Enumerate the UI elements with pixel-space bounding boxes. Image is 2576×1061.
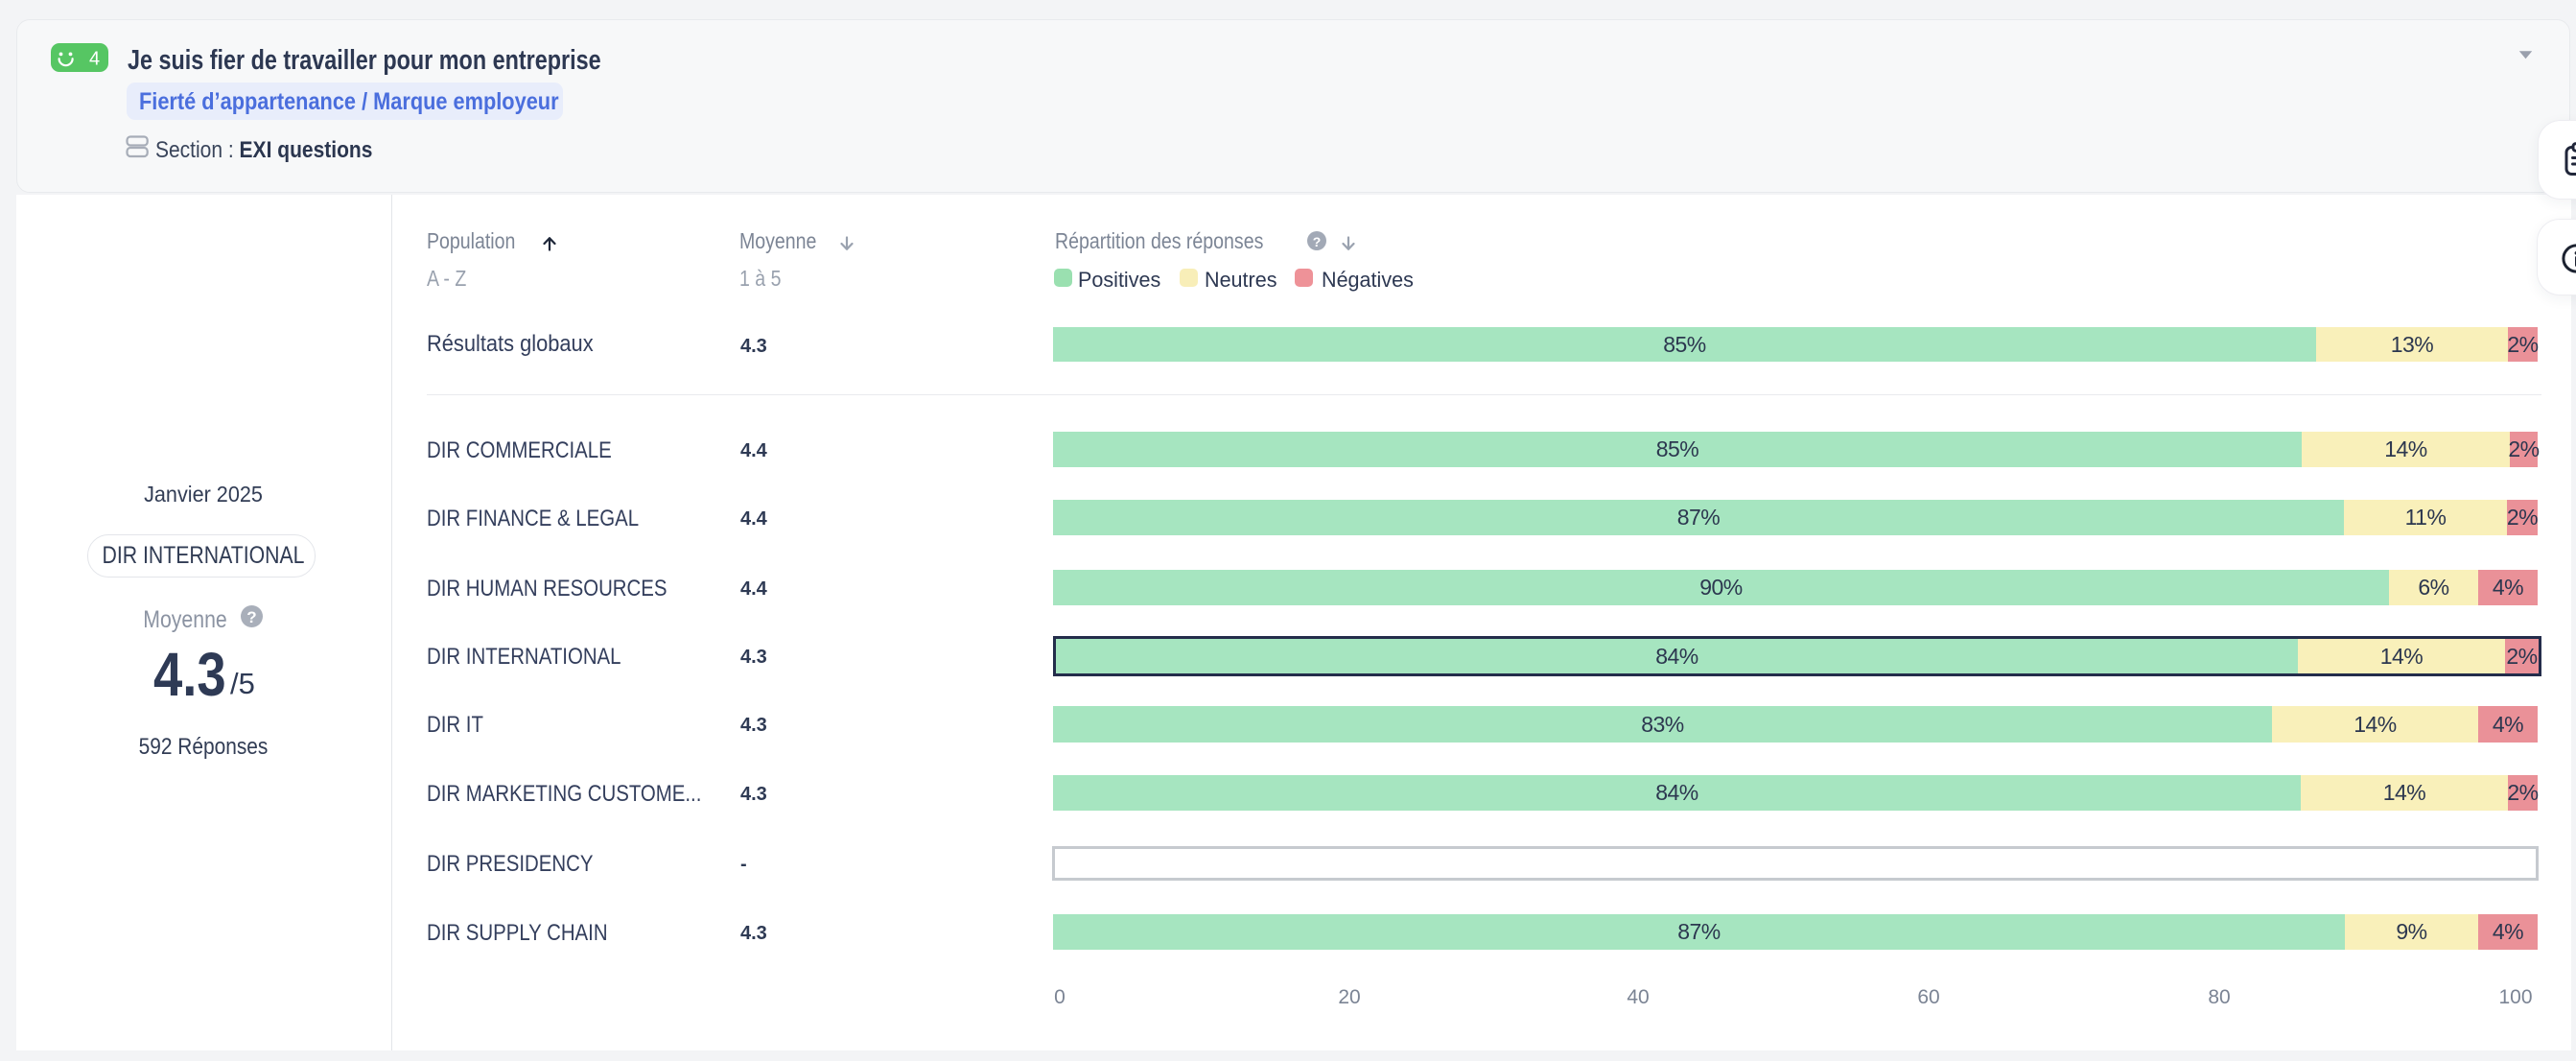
svg-text:4: 4 — [89, 48, 100, 69]
